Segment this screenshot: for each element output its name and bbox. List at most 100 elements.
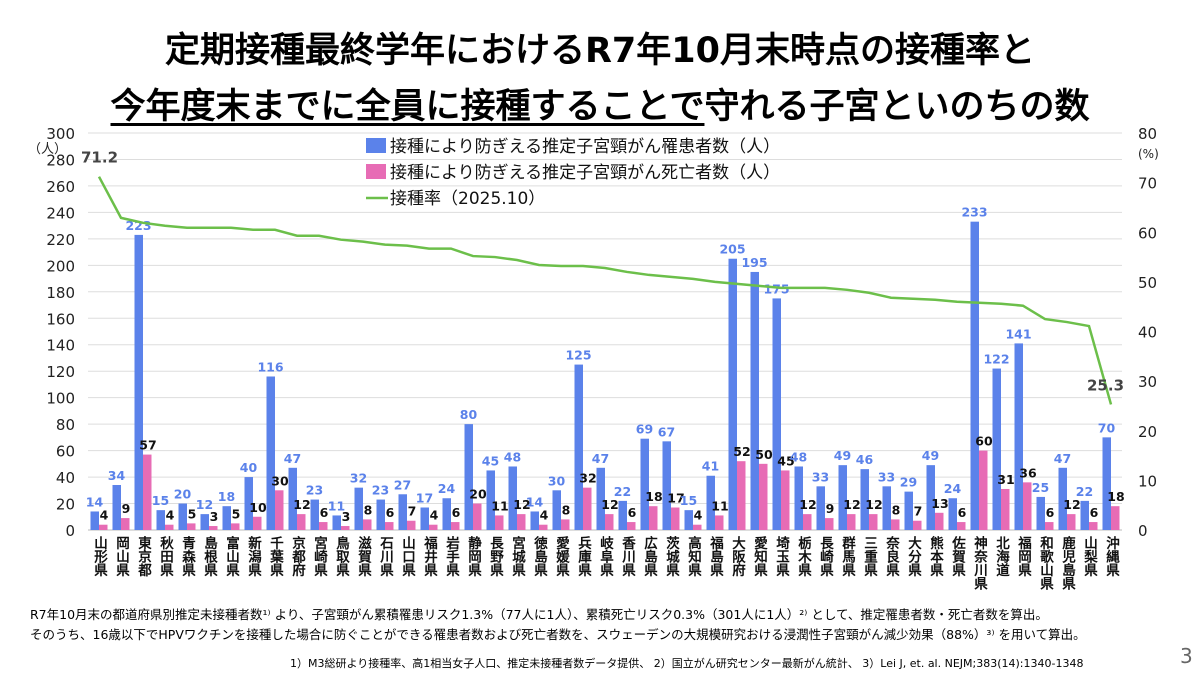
x-tick-label: 宮城県 [509, 535, 526, 578]
x-tick-label: 長崎県 [817, 536, 834, 578]
bar-death [275, 490, 284, 530]
bar-death [627, 522, 636, 530]
bar-death [341, 526, 350, 530]
bar-death [165, 524, 174, 530]
x-tick-label: 山梨県 [1081, 536, 1099, 578]
x-tick-label: 愛知県 [751, 535, 768, 578]
label-incidence: 47 [284, 451, 301, 466]
x-tick-label: 福井県 [421, 535, 439, 578]
label-incidence: 175 [763, 281, 789, 296]
x-tick-label: 茨城県 [663, 535, 680, 578]
label-death: 11 [491, 498, 508, 513]
bar-incidence [156, 510, 165, 530]
bar-incidence [486, 470, 495, 530]
bar-incidence [618, 500, 627, 530]
y-left-tick: 260 [46, 178, 75, 196]
label-death: 9 [122, 501, 131, 516]
bar-death [473, 503, 482, 530]
label-death: 8 [562, 502, 571, 517]
title-underlined: 今年度末までに全員に接種することで [110, 87, 705, 127]
x-tick-label: 広島県 [641, 535, 658, 578]
label-death: 11 [711, 498, 728, 513]
label-incidence: 25 [1032, 480, 1049, 495]
bar-death [1023, 482, 1032, 530]
bar-incidence [662, 441, 671, 530]
bar-incidence [310, 499, 319, 530]
x-tick-label: 静岡県 [465, 535, 482, 578]
legend-swatch [366, 164, 386, 179]
y-left-tick: 160 [46, 310, 75, 328]
legend-swatch [366, 138, 386, 153]
bar-death [759, 463, 768, 530]
bar-death [363, 519, 372, 530]
note-line-1: R7年10月末の都道府県別推定未接種者数¹⁾ より、子宮頸がん累積罹患リスク1.… [30, 607, 1048, 622]
bar-death [847, 514, 856, 530]
x-tick-label: 徳島県 [531, 535, 549, 578]
label-incidence: 48 [504, 449, 521, 464]
label-incidence: 41 [702, 459, 719, 474]
label-death: 6 [386, 505, 395, 520]
y-right-tick: 60 [1138, 224, 1157, 242]
title-line-2: 今年度末までに全員に接種することで守れる子宮といのちの数 [0, 78, 1200, 129]
label-death: 4 [430, 508, 439, 523]
y-left-tick: 120 [46, 363, 75, 381]
x-tick-label: 新潟県 [245, 535, 262, 578]
x-tick-label: 宮崎県 [311, 535, 328, 578]
label-incidence: 47 [1054, 451, 1071, 466]
legend-label: 接種により防ぎえる推定子宮頸がん罹患者数（人） [390, 137, 780, 157]
bar-incidence [530, 511, 539, 530]
x-tick-label: 群馬県 [839, 535, 857, 578]
bar-incidence [904, 491, 913, 530]
x-tick-label: 秋田県 [157, 535, 174, 578]
label-death: 5 [232, 506, 241, 521]
bar-incidence [442, 498, 451, 530]
label-incidence: 20 [174, 487, 192, 502]
x-tick-label: 香川県 [619, 535, 637, 578]
x-tick-label: 北海道 [993, 536, 1010, 578]
label-death: 31 [997, 472, 1014, 487]
x-tick-label: 三重県 [861, 536, 878, 578]
label-death: 18 [1107, 489, 1124, 504]
title-line-1: 定期接種最終学年におけるR7年10月末時点の接種率と [164, 31, 1035, 71]
label-death: 13 [931, 496, 948, 511]
bar-death [979, 450, 988, 530]
x-tick-label: 奈良県 [883, 535, 901, 578]
label-incidence: 69 [636, 422, 653, 437]
label-incidence: 46 [856, 452, 874, 467]
bar-death [319, 522, 328, 530]
label-death: 6 [452, 505, 461, 520]
bar-incidence [772, 298, 781, 530]
x-tick-label: 東京都 [135, 535, 153, 578]
label-incidence: 116 [257, 359, 283, 374]
bar-death [1067, 514, 1076, 530]
label-incidence: 49 [922, 448, 939, 463]
label-incidence: 205 [719, 242, 745, 257]
label-incidence: 33 [812, 469, 829, 484]
label-incidence: 47 [592, 451, 609, 466]
x-tick-label: 熊本県 [927, 535, 944, 578]
x-tick-label: 鳥取県 [333, 535, 350, 578]
x-tick-label: 兵庫県 [575, 535, 592, 578]
x-tick-label: 岡山県 [113, 536, 130, 578]
x-tick-label: 富山県 [223, 535, 240, 578]
bar-incidence [706, 475, 715, 530]
bar-death [561, 519, 570, 530]
label-incidence: 125 [565, 348, 591, 363]
references: 1）M3総研より接種率、高1相当女子人口、推定未接種者数データ提供、 2）国立が… [290, 657, 1084, 670]
label-death: 4 [694, 508, 703, 523]
y-left-tick: 80 [56, 416, 75, 434]
bar-death [715, 515, 724, 530]
x-tick-label: 大分県 [905, 535, 922, 578]
label-death: 10 [249, 500, 267, 515]
chart: 0204060801001201401601802002202402602803… [28, 125, 1159, 591]
bar-death [803, 514, 812, 530]
x-tick-label: 愛媛県 [553, 535, 571, 578]
bar-incidence [90, 511, 99, 530]
label-death: 3 [210, 509, 219, 524]
label-death: 60 [975, 434, 993, 449]
label-death: 6 [1090, 505, 1099, 520]
bar-incidence [112, 485, 121, 530]
bar-death [99, 524, 108, 530]
label-death: 5 [188, 506, 197, 521]
bar-incidence [794, 466, 803, 530]
